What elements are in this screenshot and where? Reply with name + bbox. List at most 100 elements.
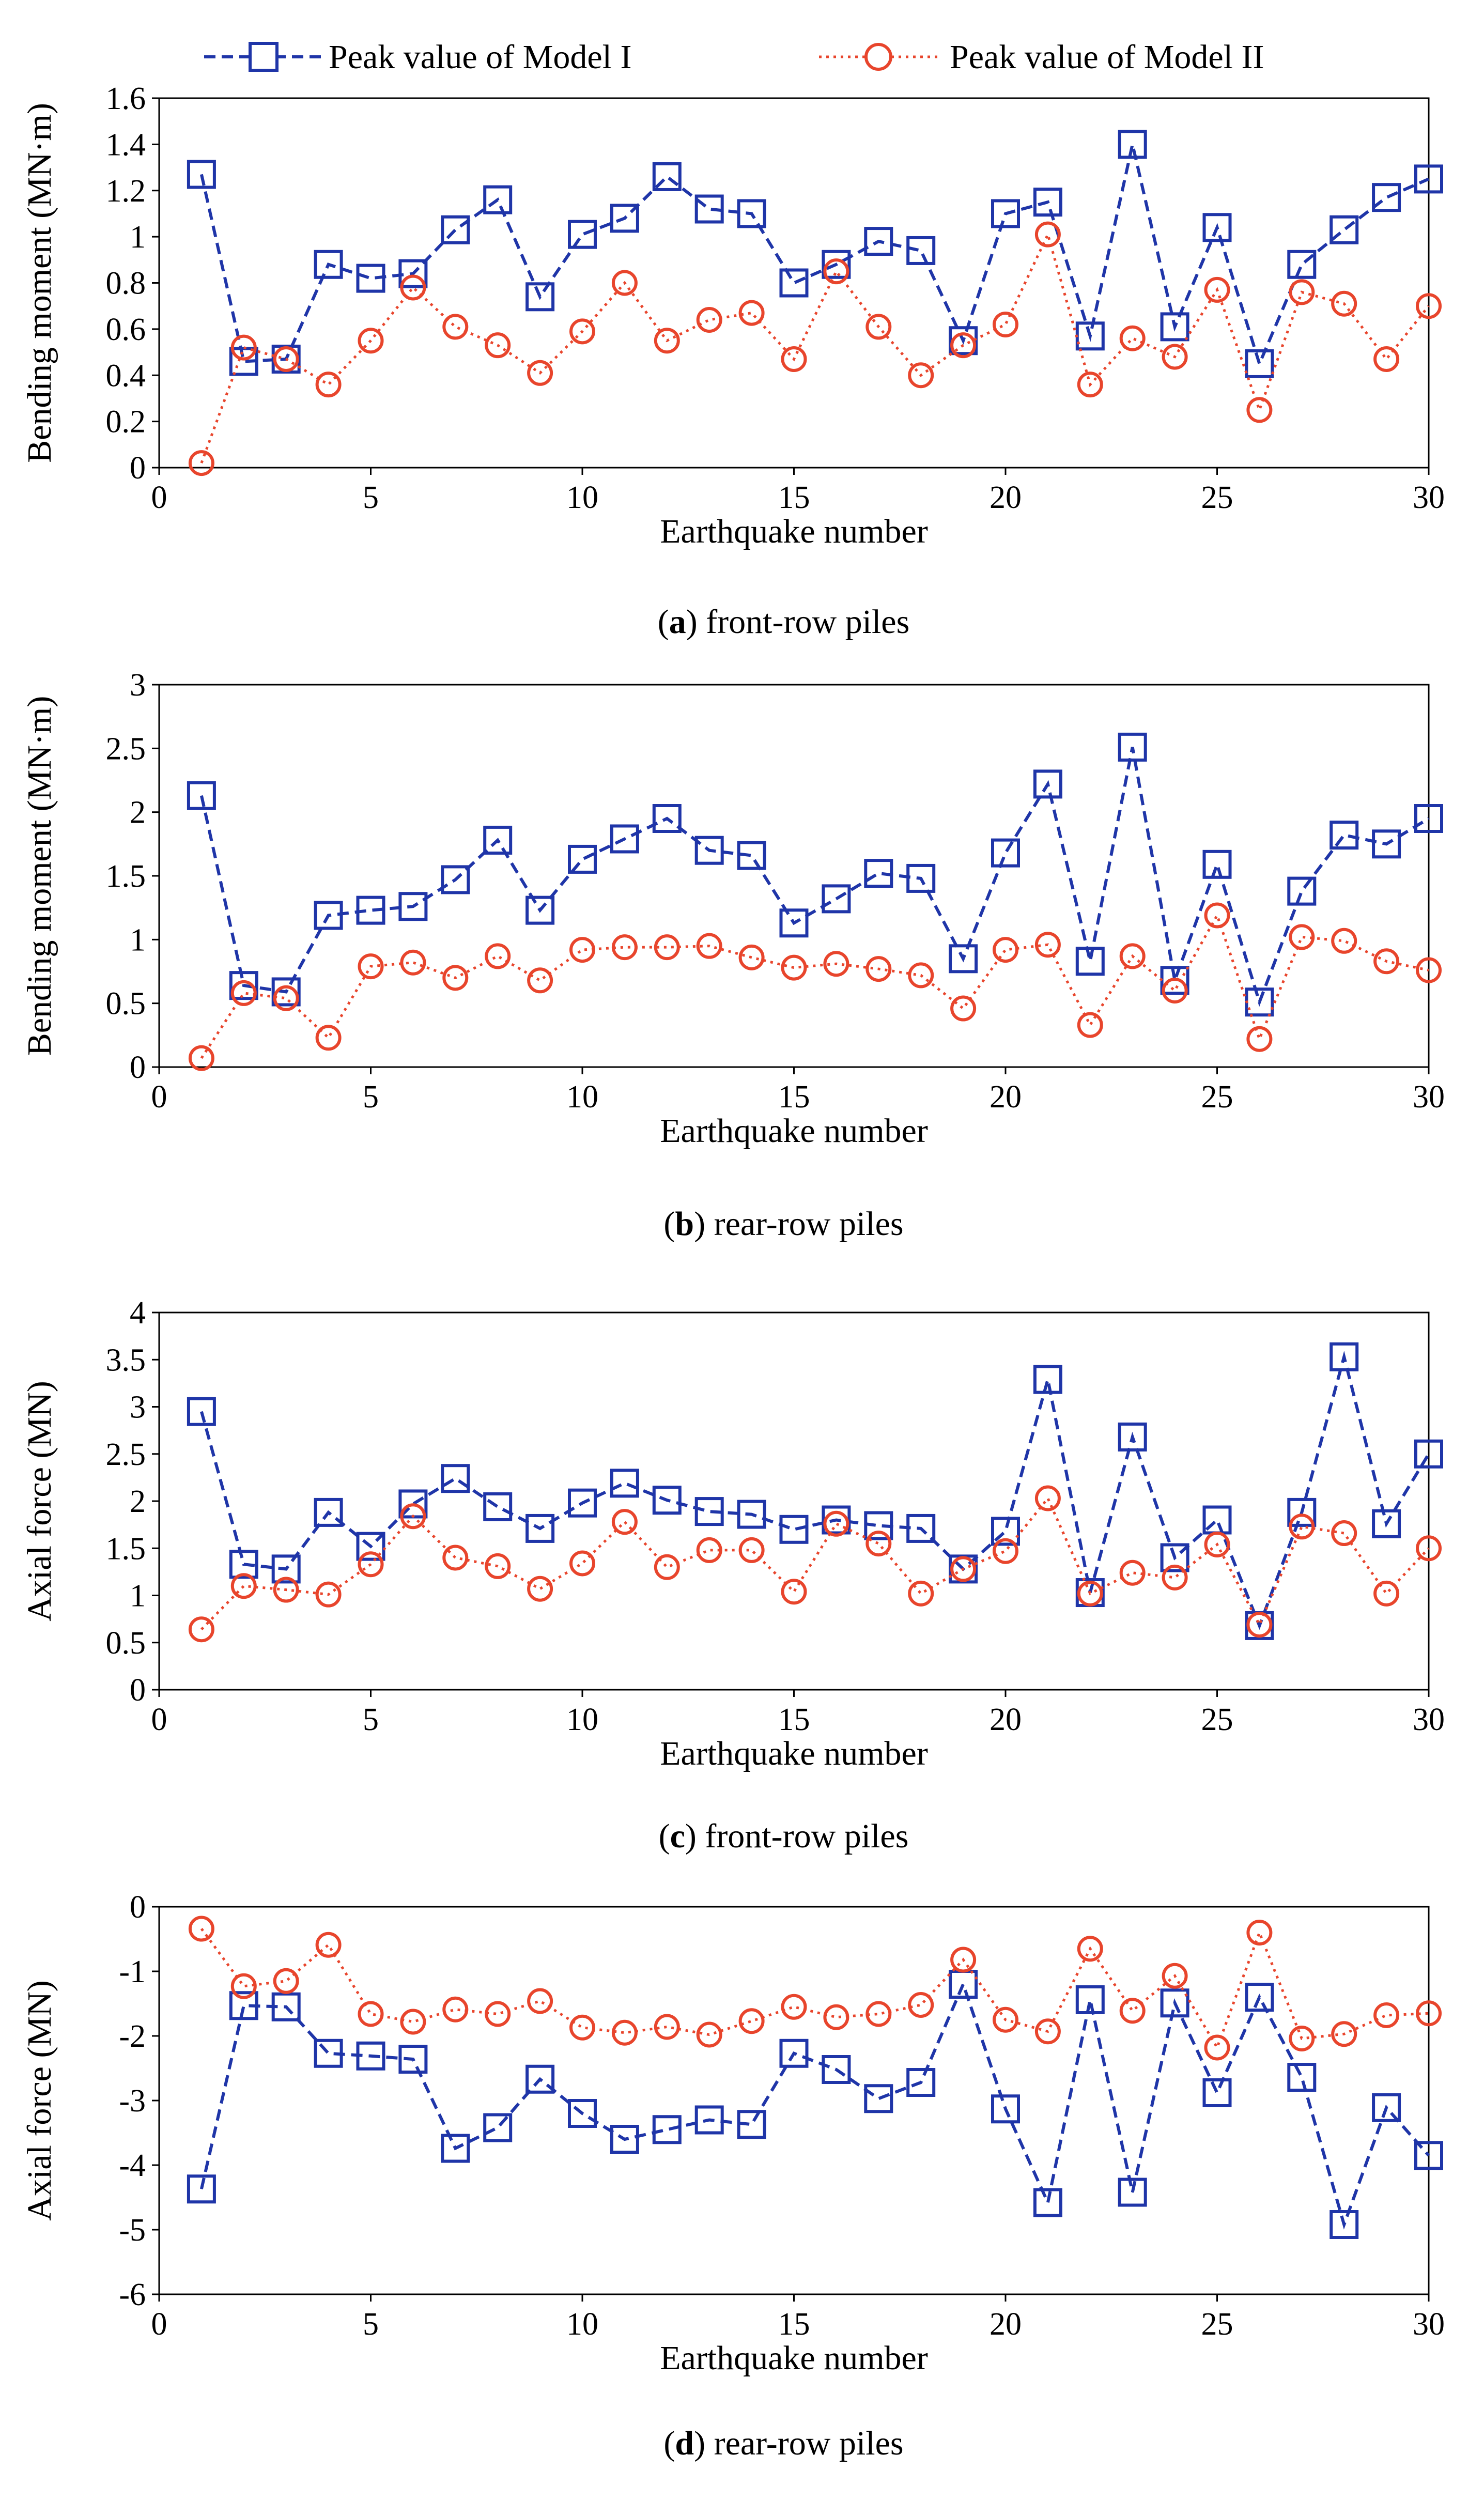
data-point-model2 bbox=[358, 328, 384, 354]
data-point-model2 bbox=[400, 274, 426, 301]
data-point-model2 bbox=[611, 934, 638, 961]
x-tick-label: 20 bbox=[990, 2307, 1022, 2342]
data-point-model1 bbox=[1118, 130, 1147, 159]
data-point-model2 bbox=[315, 372, 342, 398]
data-point-model1 bbox=[652, 2115, 682, 2144]
data-point-model2 bbox=[1162, 1963, 1188, 1989]
data-point-model1 bbox=[1033, 188, 1062, 217]
data-point-model1 bbox=[737, 2110, 766, 2139]
data-point-model1 bbox=[906, 2068, 936, 2097]
data-point-model2 bbox=[1416, 293, 1442, 319]
data-point-model2 bbox=[1331, 928, 1357, 954]
data-point-model1 bbox=[1118, 1422, 1147, 1452]
series-line-model2 bbox=[200, 230, 1430, 464]
data-point-model1 bbox=[187, 1397, 216, 1426]
data-point-model2 bbox=[823, 2004, 849, 2030]
data-point-model1 bbox=[1075, 1985, 1105, 2014]
data-point-model2 bbox=[950, 1947, 977, 1973]
data-point-model2 bbox=[1204, 1531, 1230, 1557]
data-point-model2 bbox=[188, 450, 214, 476]
data-point-model2 bbox=[569, 1550, 595, 1577]
x-tick-label: 20 bbox=[990, 1702, 1022, 1737]
x-tick-label: 5 bbox=[363, 480, 379, 515]
data-point-model2 bbox=[1416, 957, 1442, 983]
y-tick-label: 0.5 bbox=[106, 1626, 146, 1661]
data-point-model2 bbox=[1034, 932, 1061, 958]
data-point-model1 bbox=[694, 194, 724, 224]
x-axis-label: Earthquake number bbox=[660, 2339, 928, 2377]
data-point-model1 bbox=[1160, 1543, 1189, 1572]
x-axis-label: Earthquake number bbox=[660, 513, 928, 550]
legend: Peak value of Model I Peak value of Mode… bbox=[204, 38, 1264, 76]
data-point-model2 bbox=[315, 1025, 342, 1051]
plot-frame bbox=[158, 1906, 1430, 2295]
data-point-model1 bbox=[1330, 215, 1359, 244]
data-point-model1 bbox=[187, 2174, 216, 2204]
data-point-model1 bbox=[1245, 987, 1274, 1017]
data-point-model1 bbox=[1202, 850, 1232, 879]
panel-caption: (a) front-row piles bbox=[658, 603, 910, 641]
data-point-model1 bbox=[271, 1992, 301, 2021]
data-point-model2 bbox=[993, 2006, 1018, 2033]
data-point-model2 bbox=[188, 1045, 214, 1071]
data-point-model2 bbox=[611, 270, 638, 296]
data-point-model1 bbox=[187, 781, 216, 810]
data-point-model1 bbox=[568, 844, 597, 874]
y-tick-label: -6 bbox=[119, 2277, 146, 2312]
data-point-model2 bbox=[1246, 1612, 1273, 1638]
data-point-model2 bbox=[1289, 279, 1315, 305]
data-point-model2 bbox=[1246, 397, 1273, 423]
data-point-model2 bbox=[188, 1916, 214, 1942]
data-point-model1 bbox=[1287, 2063, 1317, 2092]
data-point-model2 bbox=[230, 980, 257, 1006]
y-tick-label: 0 bbox=[130, 1673, 146, 1708]
data-point-model2 bbox=[1119, 1998, 1146, 2024]
data-point-model1 bbox=[779, 1515, 809, 1544]
data-point-model2 bbox=[1162, 344, 1188, 370]
data-point-model2 bbox=[738, 300, 765, 326]
y-tick-label: -1 bbox=[119, 1954, 146, 1989]
data-point-model1 bbox=[906, 1514, 936, 1543]
data-point-model2 bbox=[1416, 2000, 1442, 2027]
data-point-model2 bbox=[1034, 2018, 1061, 2045]
data-point-model1 bbox=[356, 896, 385, 925]
data-point-model1 bbox=[229, 1991, 258, 2020]
data-point-model2 bbox=[950, 1556, 977, 1582]
data-point-model1 bbox=[568, 1488, 597, 1518]
data-point-model1 bbox=[356, 1532, 385, 1561]
y-tick-label: 1.4 bbox=[106, 127, 146, 162]
data-point-model1 bbox=[229, 971, 258, 1000]
data-point-model1 bbox=[864, 1511, 893, 1540]
data-point-model1 bbox=[229, 1550, 258, 1579]
data-point-model1 bbox=[525, 1514, 555, 1543]
data-point-model2 bbox=[569, 937, 595, 963]
x-tick-label: 0 bbox=[151, 1079, 167, 1115]
y-tick-label: 3 bbox=[130, 668, 146, 703]
data-point-model1 bbox=[1118, 732, 1147, 762]
data-point-model1 bbox=[864, 859, 893, 888]
legend-model2-marker bbox=[864, 43, 892, 71]
chart-panel-c: 0 0.5 1 1.5 2 2.5 3 3.5 4 0 5 10 15 20 25 30 Earthquake … bbox=[21, 1295, 1445, 1855]
data-point-model1 bbox=[1372, 1509, 1401, 1538]
data-point-model1 bbox=[1372, 183, 1401, 212]
data-point-model1 bbox=[1075, 947, 1105, 976]
data-point-model2 bbox=[908, 1580, 934, 1607]
data-point-model1 bbox=[1245, 1983, 1274, 2012]
data-point-model1 bbox=[314, 901, 343, 930]
series-line-model1 bbox=[199, 1980, 1430, 2230]
data-point-model1 bbox=[1160, 1988, 1189, 2018]
panel-caption: (b) rear-row piles bbox=[663, 1205, 903, 1243]
data-point-model1 bbox=[441, 215, 470, 244]
x-axis-label: Earthquake number bbox=[660, 1112, 928, 1150]
data-point-model2 bbox=[569, 318, 595, 345]
data-point-model2 bbox=[823, 258, 849, 285]
y-tick-label: 0.5 bbox=[106, 986, 146, 1022]
data-point-model1 bbox=[398, 259, 428, 288]
data-point-model1 bbox=[525, 282, 555, 312]
data-point-model2 bbox=[569, 2014, 595, 2041]
y-tick-label: 2.5 bbox=[106, 1437, 146, 1472]
y-tick-label: 1.5 bbox=[106, 859, 146, 894]
y-tick-label: -2 bbox=[119, 2019, 146, 2054]
data-point-model1 bbox=[314, 1497, 343, 1527]
data-point-model1 bbox=[610, 824, 639, 854]
